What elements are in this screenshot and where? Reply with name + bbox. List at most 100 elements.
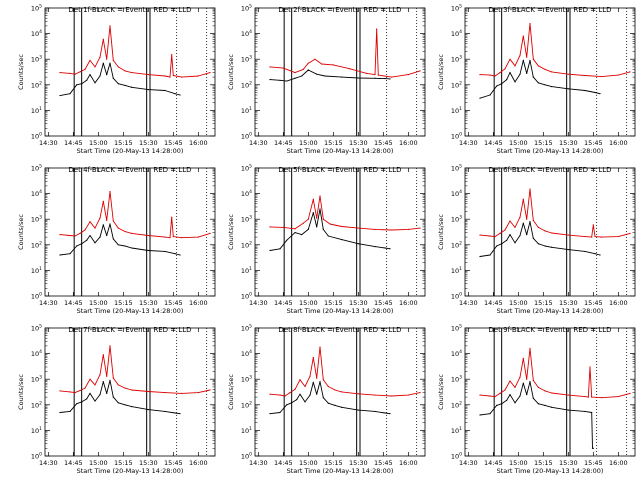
events-point	[59, 94, 61, 97]
events-point	[496, 85, 498, 87]
events-point	[69, 410, 71, 413]
events-point	[307, 228, 309, 230]
lld-point	[181, 392, 183, 394]
lld-point	[131, 389, 133, 391]
lld-point	[89, 378, 91, 380]
lld-point	[109, 25, 111, 27]
plot-frame	[44, 167, 216, 297]
events-point	[519, 73, 521, 75]
y-tick-label: 101	[451, 106, 462, 115]
lld-point	[544, 68, 546, 70]
y-tick-label: 105	[241, 164, 252, 173]
events-point	[489, 413, 491, 415]
events-point	[124, 84, 126, 86]
x-tick-label: 16:00	[399, 139, 418, 147]
events-point	[506, 78, 508, 81]
events-point	[81, 243, 83, 245]
x-tick-label: 14:45	[484, 459, 503, 467]
events-point	[109, 62, 111, 64]
y-axis-label: Counts/sec	[437, 374, 445, 410]
lld-point	[522, 198, 524, 200]
events-point	[592, 447, 594, 449]
x-axis-label: Start Time (20-May-13 14:28:00)	[497, 307, 604, 315]
lld-point	[489, 74, 491, 76]
events-point	[286, 404, 288, 406]
lld-point	[319, 346, 321, 348]
events-point	[147, 249, 149, 252]
lld-point	[294, 388, 296, 390]
events-point	[537, 243, 539, 245]
x-tick-label: 15:15	[324, 459, 343, 467]
lld-series-line	[479, 22, 631, 78]
y-tick-label: 102	[451, 80, 462, 89]
events-point	[479, 255, 481, 258]
panel-title: Det 9f-BLACK = Events, RED = LLD	[488, 326, 611, 334]
lld-point	[509, 58, 511, 60]
lld-point	[407, 74, 409, 76]
lld-point	[112, 59, 114, 61]
lld-point	[89, 59, 91, 61]
y-axis-label: Counts/sec	[17, 214, 25, 250]
lld-point	[124, 70, 126, 72]
lld-point	[499, 232, 501, 234]
y-tick-label: 105	[241, 324, 252, 333]
lld-point	[522, 35, 524, 37]
y-tick-label: 101	[31, 426, 42, 435]
lld-point	[419, 391, 421, 394]
x-tick-label: 15:45	[584, 299, 603, 307]
y-tick-label: 100	[241, 452, 252, 461]
x-tick-label: 15:45	[164, 299, 183, 307]
events-point	[544, 404, 546, 406]
y-axis-label: Counts/sec	[17, 54, 25, 90]
y-tick-label: 103	[451, 375, 462, 384]
lld-series-line	[479, 188, 631, 238]
lld-point	[124, 387, 126, 389]
lld-point	[269, 393, 271, 395]
plot-frame	[254, 327, 426, 457]
lld-point	[494, 395, 496, 398]
lld-point	[584, 235, 586, 238]
events-point	[102, 62, 104, 64]
y-tick-label: 101	[451, 266, 462, 275]
lld-point	[594, 235, 596, 238]
events-point	[294, 77, 296, 79]
lld-point	[584, 395, 586, 398]
events-point	[522, 222, 524, 224]
lld-point	[171, 216, 173, 218]
events-point	[301, 234, 303, 236]
events-series-line	[269, 208, 391, 251]
detector-panel-6: Det 6f-BLACK = Events, RED = LLD 14:30 14:…	[437, 164, 636, 315]
x-tick-label: 15:30	[139, 299, 158, 307]
events-point	[341, 76, 343, 78]
lld-point	[529, 188, 531, 190]
events-point	[147, 408, 149, 411]
events-point	[327, 235, 329, 237]
lld-point	[629, 232, 631, 234]
events-point	[584, 410, 586, 413]
lld-point	[69, 234, 71, 237]
events-series-line	[269, 381, 391, 415]
events-point	[599, 254, 601, 256]
lld-point	[117, 227, 119, 229]
events-point	[81, 401, 83, 403]
events-point	[529, 59, 531, 61]
events-point	[124, 404, 126, 406]
events-point	[324, 75, 326, 77]
y-tick-label: 101	[241, 426, 252, 435]
lld-series-line	[59, 191, 211, 239]
events-point	[269, 413, 271, 415]
events-point	[279, 248, 281, 250]
lld-point	[374, 74, 376, 76]
lld-point	[94, 384, 96, 386]
events-point	[489, 94, 491, 96]
y-tick-label: 103	[241, 215, 252, 224]
events-point	[384, 247, 386, 249]
events-point	[86, 79, 88, 81]
events-point	[174, 93, 176, 95]
lld-point	[567, 234, 569, 236]
events-point	[341, 406, 343, 408]
lld-point	[537, 386, 539, 388]
lld-point	[109, 190, 111, 193]
lld-point	[94, 227, 96, 229]
lld-point	[617, 74, 619, 76]
